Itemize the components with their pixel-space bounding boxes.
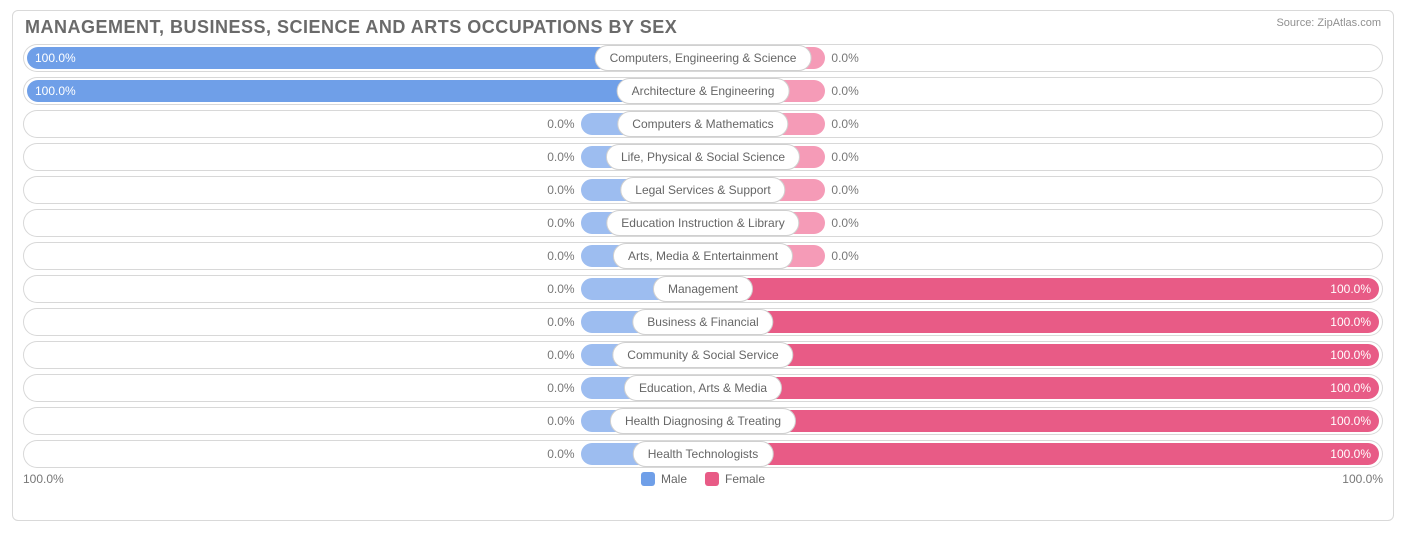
chart-title: MANAGEMENT, BUSINESS, SCIENCE AND ARTS O…	[25, 17, 1383, 38]
data-row: 0.0% 100.0% Community & Social Service	[23, 341, 1383, 369]
female-pct-label: 100.0%	[1330, 381, 1371, 395]
male-pct-label: 0.0%	[547, 447, 574, 461]
category-label: Computers & Mathematics	[617, 111, 788, 137]
female-bar: 100.0%	[703, 377, 1379, 399]
male-pct-label: 0.0%	[547, 183, 574, 197]
female-half: 100.0%	[703, 275, 1383, 303]
male-pct-label: 0.0%	[547, 381, 574, 395]
female-pct-label: 100.0%	[1330, 282, 1371, 296]
female-pct-label: 100.0%	[1330, 414, 1371, 428]
category-label: Business & Financial	[632, 309, 773, 335]
female-half: 0.0%	[703, 77, 1383, 105]
female-half: 0.0%	[703, 110, 1383, 138]
female-bar: 100.0%	[703, 410, 1379, 432]
male-pct-label: 0.0%	[547, 414, 574, 428]
male-pct-label: 0.0%	[547, 348, 574, 362]
data-row: 0.0% 100.0% Business & Financial	[23, 308, 1383, 336]
female-pct-label: 0.0%	[831, 183, 858, 197]
male-pct-label: 100.0%	[35, 51, 76, 65]
category-label: Legal Services & Support	[620, 177, 785, 203]
category-label: Arts, Media & Entertainment	[613, 243, 793, 269]
female-pct-label: 100.0%	[1330, 348, 1371, 362]
male-pct-label: 0.0%	[547, 150, 574, 164]
female-pct-label: 0.0%	[831, 84, 858, 98]
male-pct-label: 0.0%	[547, 282, 574, 296]
category-label: Management	[653, 276, 753, 302]
male-half: 0.0%	[23, 275, 703, 303]
chart-container: MANAGEMENT, BUSINESS, SCIENCE AND ARTS O…	[12, 10, 1394, 521]
legend-male-label: Male	[661, 472, 687, 486]
legend-female-label: Female	[725, 472, 765, 486]
category-label: Architecture & Engineering	[617, 78, 790, 104]
female-pct-label: 0.0%	[831, 249, 858, 263]
data-row: 0.0% 0.0% Education Instruction & Library	[23, 209, 1383, 237]
axis-left-label: 100.0%	[23, 472, 64, 486]
source-label: Source: ZipAtlas.com	[1276, 17, 1381, 29]
male-half: 0.0%	[23, 242, 703, 270]
male-pct-label: 0.0%	[547, 216, 574, 230]
female-half: 100.0%	[703, 374, 1383, 402]
male-half: 100.0%	[23, 77, 703, 105]
female-bar: 100.0%	[703, 311, 1379, 333]
female-half: 100.0%	[703, 407, 1383, 435]
male-half: 0.0%	[23, 341, 703, 369]
data-row: 0.0% 100.0% Education, Arts & Media	[23, 374, 1383, 402]
female-pct-label: 100.0%	[1330, 315, 1371, 329]
male-pct-label: 0.0%	[547, 117, 574, 131]
category-label: Health Diagnosing & Treating	[610, 408, 796, 434]
swatch-male	[641, 472, 655, 486]
female-bar: 100.0%	[703, 344, 1379, 366]
data-row: 0.0% 0.0% Computers & Mathematics	[23, 110, 1383, 138]
legend-female: Female	[705, 472, 765, 486]
female-pct-label: 0.0%	[831, 216, 858, 230]
axis: 100.0% Male Female 100.0%	[23, 472, 1383, 490]
category-label: Life, Physical & Social Science	[606, 144, 800, 170]
axis-right-label: 100.0%	[1342, 472, 1383, 486]
female-half: 0.0%	[703, 143, 1383, 171]
data-row: 0.0% 0.0% Life, Physical & Social Science	[23, 143, 1383, 171]
swatch-female	[705, 472, 719, 486]
male-half: 0.0%	[23, 209, 703, 237]
legend: Male Female	[641, 472, 765, 486]
female-bar: 100.0%	[703, 443, 1379, 465]
category-label: Community & Social Service	[612, 342, 793, 368]
category-label: Computers, Engineering & Science	[595, 45, 812, 71]
rows-area: 100.0% 0.0% Computers, Engineering & Scien…	[23, 44, 1383, 468]
male-half: 0.0%	[23, 143, 703, 171]
data-row: 0.0% 0.0% Legal Services & Support	[23, 176, 1383, 204]
data-row: 0.0% 100.0% Health Technologists	[23, 440, 1383, 468]
female-half: 0.0%	[703, 209, 1383, 237]
male-half: 0.0%	[23, 374, 703, 402]
male-pct-label: 0.0%	[547, 249, 574, 263]
female-half: 0.0%	[703, 242, 1383, 270]
male-half: 0.0%	[23, 308, 703, 336]
male-bar: 100.0%	[27, 80, 703, 102]
female-pct-label: 0.0%	[831, 51, 858, 65]
female-pct-label: 0.0%	[831, 150, 858, 164]
data-row: 0.0% 100.0% Health Diagnosing & Treating	[23, 407, 1383, 435]
male-half: 0.0%	[23, 407, 703, 435]
female-half: 0.0%	[703, 176, 1383, 204]
female-bar: 100.0%	[703, 278, 1379, 300]
category-label: Health Technologists	[633, 441, 774, 467]
female-pct-label: 100.0%	[1330, 447, 1371, 461]
male-half: 0.0%	[23, 110, 703, 138]
male-half: 0.0%	[23, 176, 703, 204]
female-half: 100.0%	[703, 440, 1383, 468]
data-row: 0.0% 100.0% Management	[23, 275, 1383, 303]
female-pct-label: 0.0%	[831, 117, 858, 131]
male-pct-label: 0.0%	[547, 315, 574, 329]
data-row: 100.0% 0.0% Computers, Engineering & Scien…	[23, 44, 1383, 72]
data-row: 100.0% 0.0% Architecture & Engineering	[23, 77, 1383, 105]
category-label: Education Instruction & Library	[606, 210, 799, 236]
legend-male: Male	[641, 472, 687, 486]
female-half: 100.0%	[703, 308, 1383, 336]
male-pct-label: 100.0%	[35, 84, 76, 98]
category-label: Education, Arts & Media	[624, 375, 782, 401]
male-half: 0.0%	[23, 440, 703, 468]
female-half: 100.0%	[703, 341, 1383, 369]
data-row: 0.0% 0.0% Arts, Media & Entertainment	[23, 242, 1383, 270]
